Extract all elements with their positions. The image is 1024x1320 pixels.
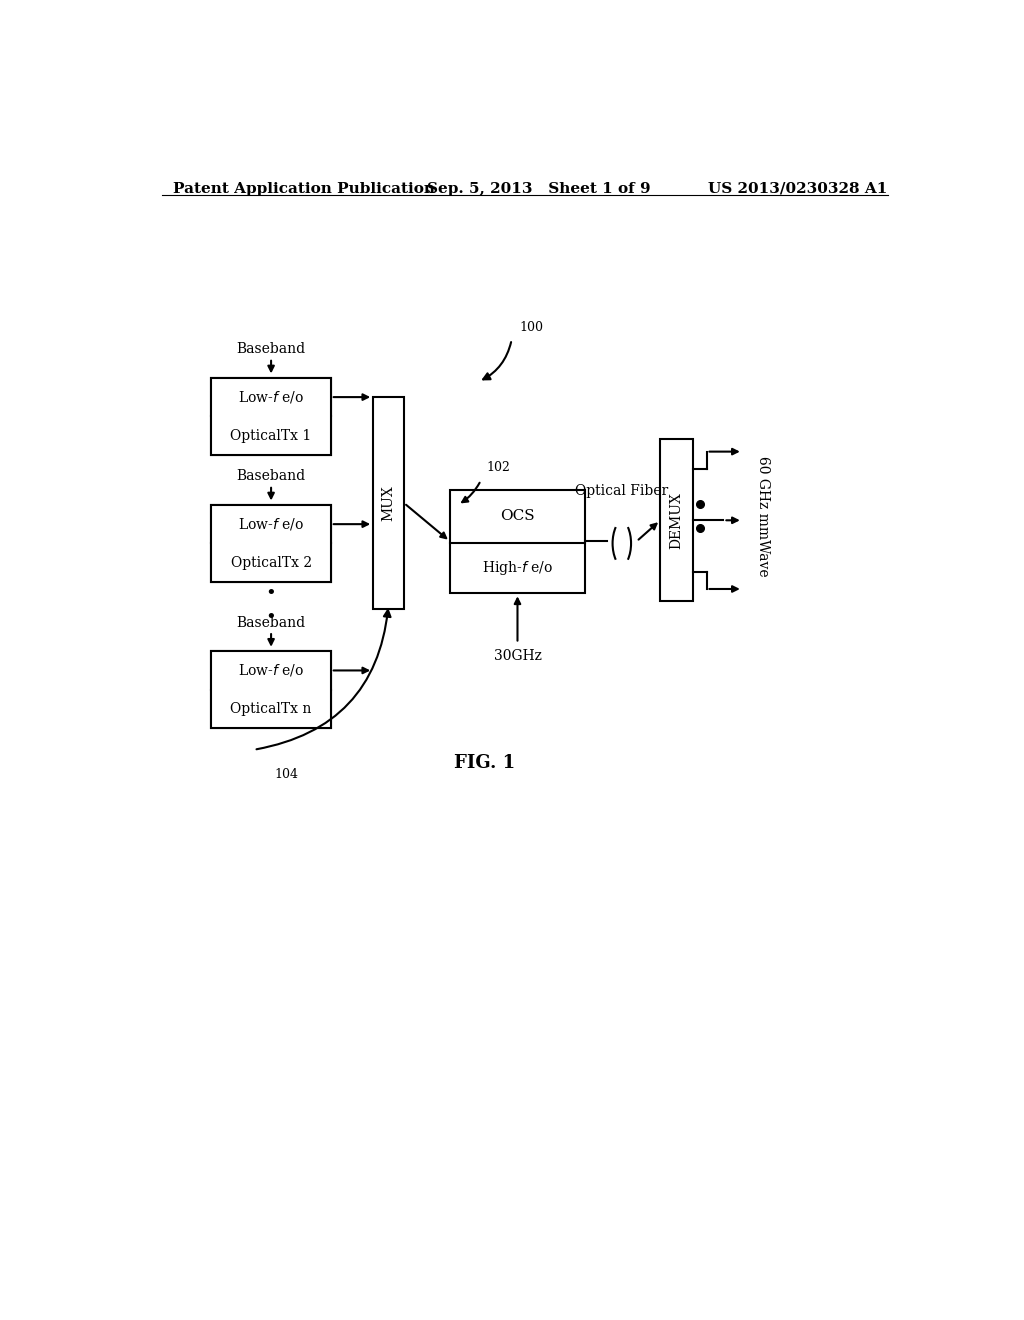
Text: •: • [265, 607, 276, 626]
FancyBboxPatch shape [211, 416, 331, 455]
Text: US 2013/0230328 A1: US 2013/0230328 A1 [708, 182, 888, 195]
Text: Low-$\mathit{f}$ e/o: Low-$\mathit{f}$ e/o [238, 663, 304, 678]
Text: OCS: OCS [500, 510, 535, 524]
FancyBboxPatch shape [211, 689, 331, 729]
FancyBboxPatch shape [211, 544, 331, 582]
FancyBboxPatch shape [211, 378, 331, 455]
FancyBboxPatch shape [211, 378, 331, 416]
Text: Baseband: Baseband [237, 615, 305, 630]
Text: Patent Application Publication: Patent Application Publication [173, 182, 435, 195]
Text: High-$\mathit{f}$ e/o: High-$\mathit{f}$ e/o [482, 560, 553, 577]
FancyBboxPatch shape [211, 506, 331, 544]
FancyArrowPatch shape [256, 610, 390, 750]
Text: OpticalTx 1: OpticalTx 1 [230, 429, 311, 442]
Text: Baseband: Baseband [237, 342, 305, 356]
Text: Low-$\mathit{f}$ e/o: Low-$\mathit{f}$ e/o [238, 516, 304, 532]
Text: Sep. 5, 2013   Sheet 1 of 9: Sep. 5, 2013 Sheet 1 of 9 [427, 182, 650, 195]
Text: 60 GHz mmWave: 60 GHz mmWave [756, 457, 770, 577]
Text: OpticalTx 2: OpticalTx 2 [230, 556, 311, 570]
Text: Optical Fiber: Optical Fiber [575, 484, 669, 498]
FancyBboxPatch shape [211, 651, 331, 689]
FancyBboxPatch shape [451, 490, 585, 594]
FancyBboxPatch shape [211, 506, 331, 582]
Text: DEMUX: DEMUX [670, 492, 683, 549]
Text: 102: 102 [486, 461, 510, 474]
Text: Low-$\mathit{f}$ e/o: Low-$\mathit{f}$ e/o [238, 389, 304, 405]
FancyBboxPatch shape [660, 440, 692, 601]
Text: 104: 104 [274, 768, 299, 781]
FancyArrowPatch shape [483, 342, 511, 379]
Text: 30GHz: 30GHz [494, 649, 542, 663]
Text: OpticalTx n: OpticalTx n [230, 702, 311, 715]
FancyArrowPatch shape [462, 483, 479, 502]
FancyBboxPatch shape [211, 651, 331, 729]
Text: Baseband: Baseband [237, 470, 305, 483]
FancyBboxPatch shape [373, 397, 403, 609]
Text: 100: 100 [519, 321, 544, 334]
Text: MUX: MUX [382, 486, 395, 521]
Text: FIG. 1: FIG. 1 [455, 754, 515, 772]
Text: •: • [265, 585, 276, 602]
